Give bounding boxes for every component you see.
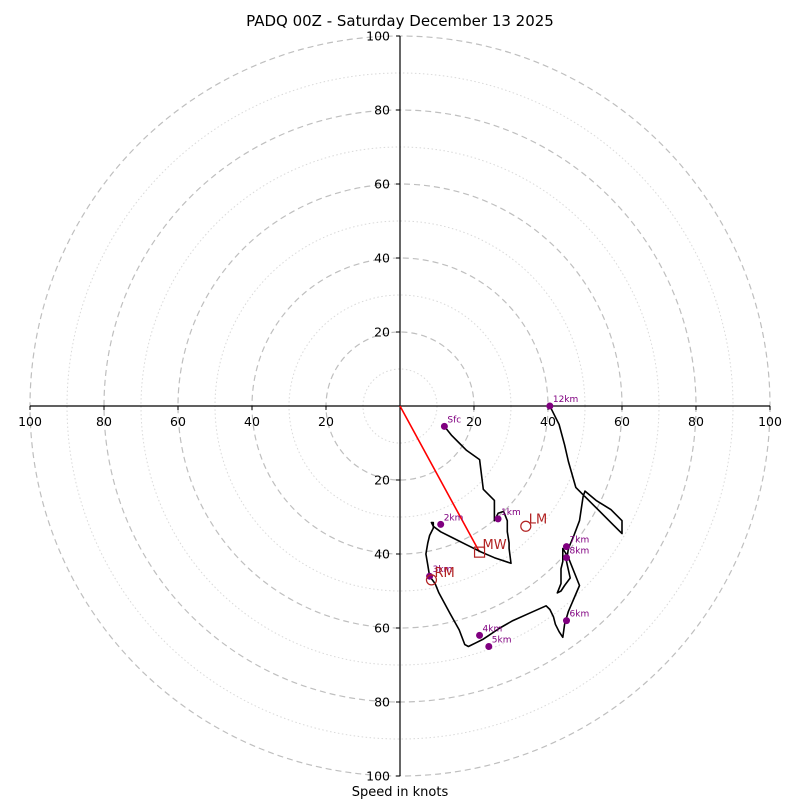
height-marker-label: 5km [492, 636, 512, 646]
storm-motion-markers: LM MW RM [425, 512, 547, 586]
y-tick-label: 80 [374, 103, 390, 118]
x-axis-label: Speed in knots [352, 785, 449, 800]
storm-motion-label: MW [483, 538, 507, 553]
height-marker-label: Sfc [447, 415, 461, 425]
x-tick-label: 20 [466, 414, 482, 429]
x-tick-label: 40 [244, 414, 260, 429]
mean-wind-vector [399, 405, 481, 553]
y-tick-label: 60 [374, 177, 390, 192]
height-marker-dot [440, 422, 448, 430]
storm-motion-label: LM [529, 512, 547, 527]
height-marker-dot [485, 643, 493, 650]
y-tick-label: 100 [366, 29, 390, 44]
hodograph-trace [425, 405, 623, 648]
height-marker-dot [437, 520, 445, 528]
x-tick-label: 100 [758, 414, 782, 429]
y-tick-label: 40 [374, 547, 390, 562]
hodograph-trace-group [425, 405, 623, 648]
y-tick-label: 80 [374, 695, 390, 710]
height-marker-dot [563, 617, 570, 625]
x-tick-label: 20 [318, 414, 334, 429]
x-tick-label: 80 [96, 414, 112, 429]
y-tick-label: 100 [366, 769, 390, 784]
height-marker-dot [563, 554, 570, 562]
height-marker-label: 6km [570, 610, 590, 620]
height-marker-dot [494, 515, 502, 523]
storm-motion-marker [425, 574, 438, 586]
storm-motion-label: RM [434, 566, 454, 581]
storm-motion-marker [520, 520, 532, 532]
height-marker-label: 2km [444, 513, 464, 523]
mean-wind-vector-group [399, 405, 481, 553]
y-tick-label: 20 [374, 473, 390, 488]
x-tick-label: 100 [18, 414, 42, 429]
mean-wind-marker [473, 546, 486, 558]
height-marker-label: 8km [570, 547, 590, 557]
x-tick-label: 60 [614, 414, 630, 429]
height-marker-label: 7km [570, 536, 590, 546]
chart-title: PADQ 00Z - Saturday December 13 2025 [246, 12, 554, 30]
tick-labels: 100 80 60 40 20 20 40 60 80 100 100 80 60 40 20 20 40 60 8… [18, 29, 782, 784]
height-marker-dot [546, 402, 554, 410]
y-tick-label: 60 [374, 621, 390, 636]
x-tick-label: 40 [540, 414, 556, 429]
x-tick-label: 60 [170, 414, 186, 429]
height-marker-label: 12km [553, 395, 578, 405]
height-marker-label: 1km [501, 508, 521, 518]
height-marker-dot [476, 631, 484, 639]
height-marker-label: 4km [483, 624, 503, 634]
height-marker-label: 3km [433, 565, 453, 575]
y-tick-label: 40 [374, 251, 390, 266]
x-tick-label: 80 [688, 414, 704, 429]
y-tick-label: 20 [374, 325, 390, 340]
height-marker-dot [563, 543, 570, 551]
